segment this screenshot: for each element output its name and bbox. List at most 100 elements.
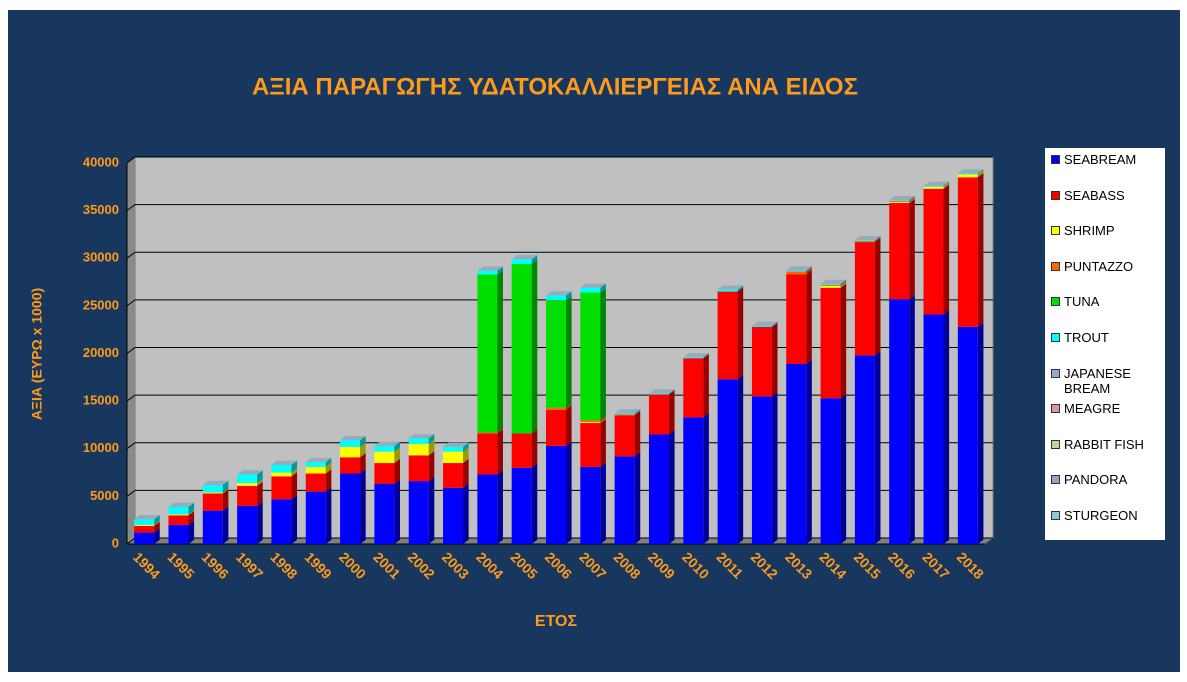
bar-side: [634, 452, 641, 544]
bar: [443, 446, 464, 452]
bar-top: [408, 434, 435, 439]
bar-side: [909, 295, 915, 544]
bar-top: [374, 441, 400, 446]
bar: [957, 326, 978, 544]
bar: [546, 295, 566, 301]
bar: [546, 445, 566, 544]
bar: [683, 358, 704, 418]
bar-side: [222, 489, 229, 511]
bar-side: [566, 405, 572, 446]
bar-side: [497, 428, 503, 434]
bar-side: [977, 322, 984, 544]
bar-side: [394, 447, 400, 464]
bar-side: [428, 434, 435, 444]
bar-side: [771, 392, 778, 544]
bar-side: [154, 521, 160, 533]
bar: [443, 451, 464, 464]
legend-item: TROUT: [1051, 330, 1161, 366]
bar-side: [360, 442, 366, 458]
bar-side: [943, 184, 950, 315]
legend-label: TROUT: [1064, 329, 1109, 345]
bar: [511, 433, 532, 468]
y-tick-label: 40000: [83, 154, 119, 169]
grid-line: [126, 347, 993, 354]
bar: [957, 177, 978, 327]
bar-side: [600, 462, 606, 544]
legend-swatch: [1051, 368, 1060, 378]
bar: [923, 186, 944, 189]
bar-side: [257, 478, 263, 486]
bar-top: [305, 457, 332, 463]
bar: [889, 299, 910, 544]
bar: [648, 393, 669, 395]
bar: [168, 514, 189, 516]
bar: [580, 422, 601, 424]
bar-side: [394, 458, 400, 484]
legend-label: JAPANESE BREAM: [1064, 365, 1131, 396]
bar-top: [202, 480, 229, 485]
bar-top: [820, 279, 847, 284]
bar-top: [854, 235, 881, 241]
legend-label: STURGEON: [1064, 507, 1138, 523]
bar: [683, 417, 704, 544]
legend-swatch: [1051, 297, 1060, 307]
y-axis-title: ΑΞΙΑ (ΕΥΡΩ x 1000): [29, 288, 45, 420]
bar-side: [600, 288, 606, 421]
bar-side: [463, 458, 469, 488]
bar-side: [188, 510, 195, 516]
grid-line: [126, 156, 993, 164]
bar: [374, 445, 395, 452]
bar: [923, 314, 944, 544]
bar: [202, 493, 223, 511]
legend-label: TUNA: [1064, 294, 1100, 310]
bar: [889, 200, 910, 202]
bar: [820, 285, 841, 288]
bar-side: [188, 520, 195, 544]
bar-side: [291, 468, 298, 477]
bar: [854, 242, 875, 356]
legend-item: TUNA: [1051, 294, 1161, 330]
legend-label: SHRIMP: [1064, 223, 1115, 239]
bar: [477, 432, 498, 434]
bar-side: [291, 495, 298, 544]
legend-label: PUNTAZZO: [1064, 258, 1134, 274]
bar: [134, 532, 155, 544]
bar: [717, 379, 738, 544]
bar-side: [668, 430, 675, 544]
bar-side: [634, 409, 641, 415]
y-tick-label: 20000: [83, 345, 119, 360]
bar-top: [923, 181, 950, 186]
bar-side: [703, 353, 709, 359]
bar-side: [806, 359, 812, 544]
y-tick-label: 10000: [83, 440, 119, 455]
bar: [820, 284, 841, 286]
bar: [271, 464, 292, 473]
bar-side: [428, 476, 435, 544]
bar-side: [771, 321, 778, 327]
bar: [580, 292, 601, 421]
legend-swatch: [1051, 155, 1060, 164]
bar-side: [222, 506, 229, 544]
bar: [854, 355, 875, 544]
bar-side: [977, 169, 984, 175]
legend-item: PUNTAZZO: [1051, 259, 1161, 295]
bar-top: [511, 255, 538, 260]
bar: [511, 263, 532, 434]
bar-side: [360, 435, 366, 447]
bar: [854, 240, 875, 242]
bar: [614, 414, 635, 416]
grid-line: [126, 251, 993, 259]
bar-top: [614, 409, 641, 414]
bar: [648, 394, 669, 435]
bar-side: [909, 197, 915, 204]
legend-swatch: [1051, 475, 1060, 485]
legend-item: MEAGRE: [1051, 401, 1161, 437]
bar: [443, 463, 464, 488]
bar-side: [977, 173, 984, 327]
bar: [237, 485, 258, 506]
bar: [202, 484, 223, 493]
bar-side: [600, 415, 606, 423]
bar-side: [566, 291, 572, 301]
bar-top: [648, 389, 675, 394]
